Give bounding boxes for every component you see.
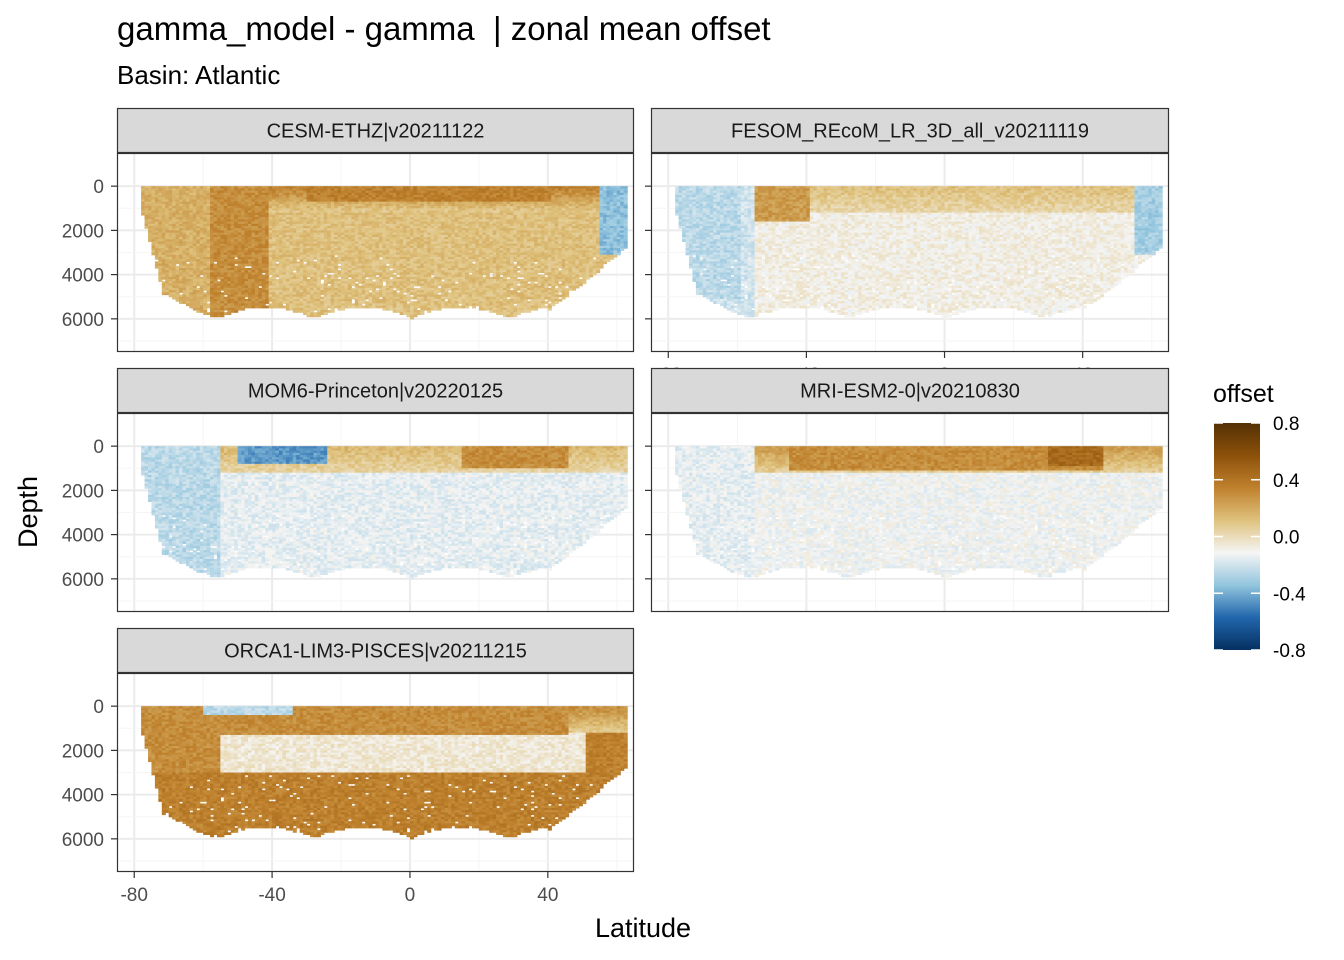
- heatmap-cell: [207, 312, 211, 315]
- heatmap-cell: [158, 279, 162, 282]
- heatmap-cell: [220, 288, 224, 291]
- heatmap-cell: [176, 299, 180, 302]
- heatmap-cell: [145, 226, 149, 229]
- heatmap-cell: [241, 308, 245, 311]
- heatmap-cell: [293, 268, 297, 271]
- heatmap-cell: [293, 310, 297, 313]
- heatmap-cell: [165, 292, 169, 295]
- heatmap-cell: [200, 272, 204, 275]
- heatmap-cell: [248, 264, 252, 267]
- heatmap-cell: [179, 301, 183, 304]
- heatmap-cell: [148, 239, 152, 242]
- heatmap-cell: [262, 306, 266, 309]
- heatmap-cell: [313, 257, 317, 260]
- heatmap-cell: [272, 306, 276, 309]
- heatmap-cell: [248, 306, 252, 309]
- heatmap-cell: [300, 310, 304, 313]
- heatmap-cell: [324, 272, 328, 275]
- heatmap-cell: [169, 295, 173, 298]
- heatmap-cell: [210, 314, 214, 317]
- heatmap-cell: [227, 312, 231, 315]
- heatmap-cell: [269, 272, 273, 275]
- heatmap-cell: [155, 266, 159, 269]
- heatmap-cell: [331, 270, 335, 273]
- heatmap-cell: [258, 283, 262, 286]
- heatmap-cell: [320, 277, 324, 280]
- heatmap-cell: [207, 306, 211, 309]
- heatmap-cell: [310, 314, 314, 317]
- heatmap-cell: [220, 314, 224, 317]
- heatmap-cell: [186, 259, 190, 262]
- heatmap-cell: [303, 259, 307, 262]
- heatmap-cell: [196, 283, 200, 286]
- heatmap-cell: [186, 303, 190, 306]
- heatmap-cell: [200, 310, 204, 313]
- heatmap-cell: [313, 308, 317, 311]
- heatmap-cell: [334, 253, 338, 256]
- heatmap-cell: [238, 308, 242, 311]
- heatmap-cell: [217, 314, 221, 317]
- heatmap-cell: [251, 306, 255, 309]
- heatmap-cell: [320, 312, 324, 315]
- heatmap-cell: [282, 306, 286, 309]
- heatmap-cell: [196, 310, 200, 313]
- heatmap-cell: [320, 292, 324, 295]
- heatmap-cell: [269, 299, 273, 302]
- heatmap-cell: [324, 312, 328, 315]
- heatmap-cell: [179, 290, 183, 293]
- heatmap-cell: [258, 306, 262, 309]
- heatmap-cell: [279, 306, 283, 309]
- heatmap-cell: [207, 299, 211, 302]
- heatmap-cell: [217, 277, 221, 280]
- heatmap-cell: [155, 257, 159, 260]
- heatmap-cell: [313, 314, 317, 317]
- heatmap-cell: [303, 312, 307, 315]
- heatmap-cell: [269, 306, 273, 309]
- heatmap-cell: [231, 310, 235, 313]
- heatmap-cell: [176, 261, 180, 264]
- heatmap-cell: [189, 306, 193, 309]
- heatmap-cells: [141, 186, 628, 319]
- heatmap-cell: [262, 270, 266, 273]
- heatmap-cell: [289, 308, 293, 311]
- heatmap-cell: [282, 301, 286, 304]
- heatmap-cell: [331, 310, 335, 313]
